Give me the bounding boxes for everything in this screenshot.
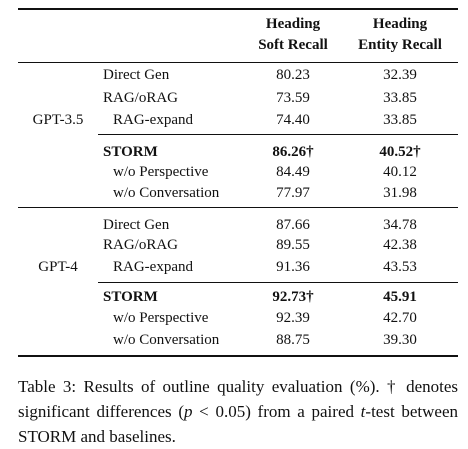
top-rule [18, 8, 458, 10]
caption-text: p [184, 402, 193, 421]
rule [98, 282, 458, 283]
column-header: Soft Recall [258, 37, 328, 53]
cell: 74.40 [276, 112, 310, 128]
method-label: STORM [103, 289, 158, 305]
model-label: GPT-3.5 [32, 112, 84, 128]
cell: 86.26† [272, 144, 314, 160]
cell: 40.12 [383, 164, 417, 180]
rule [98, 134, 458, 135]
method-label: RAG-expand [113, 259, 193, 275]
method-label: Direct Gen [103, 67, 170, 83]
cell: 91.36 [276, 259, 310, 275]
cell: 40.52† [379, 144, 421, 160]
method-label: STORM [103, 144, 158, 160]
column-header: Heading [265, 16, 321, 32]
cell: 92.73† [272, 289, 314, 305]
cell: 34.78 [383, 217, 417, 233]
cell: 80.23 [276, 67, 310, 83]
cell: 92.39 [276, 310, 310, 326]
caption-text: < 0.05) from a paired [192, 402, 361, 421]
model-label: GPT-4 [38, 259, 78, 275]
cell: 89.55 [276, 237, 310, 253]
cell: 45.91 [383, 289, 417, 305]
method-label: RAG/oRAG [103, 90, 179, 106]
cell: 31.98 [383, 185, 417, 201]
bottom-rule [18, 355, 458, 357]
method-label: w/o Conversation [113, 185, 220, 201]
caption-text: t [360, 402, 366, 421]
cell: 42.38 [383, 237, 417, 253]
column-header: Heading [372, 16, 428, 32]
method-label: Direct Gen [103, 217, 170, 233]
caption-text: -test between STORM and baselines. [18, 402, 458, 446]
caption-text: Table 3: Results of outline quality eval… [18, 377, 458, 421]
cell: 88.75 [276, 332, 310, 348]
method-label: w/o Conversation [113, 332, 220, 348]
cell: 73.59 [276, 90, 310, 106]
caption: Table 3: Results of outline quality eval… [18, 374, 458, 449]
cell: 87.66 [276, 217, 310, 233]
method-label: w/o Perspective [113, 310, 209, 326]
rule [18, 207, 458, 208]
column-header: Entity Recall [358, 37, 442, 53]
cell: 84.49 [276, 164, 310, 180]
cell: 33.85 [383, 90, 417, 106]
cell: 39.30 [383, 332, 417, 348]
cell: 32.39 [383, 67, 417, 83]
cell: 77.97 [276, 185, 310, 201]
cell: 42.70 [383, 310, 417, 326]
method-label: RAG/oRAG [103, 237, 179, 253]
cell: 43.53 [383, 259, 417, 275]
cell: 33.85 [383, 112, 417, 128]
rule [18, 62, 458, 63]
method-label: RAG-expand [113, 112, 193, 128]
method-label: w/o Perspective [113, 164, 209, 180]
